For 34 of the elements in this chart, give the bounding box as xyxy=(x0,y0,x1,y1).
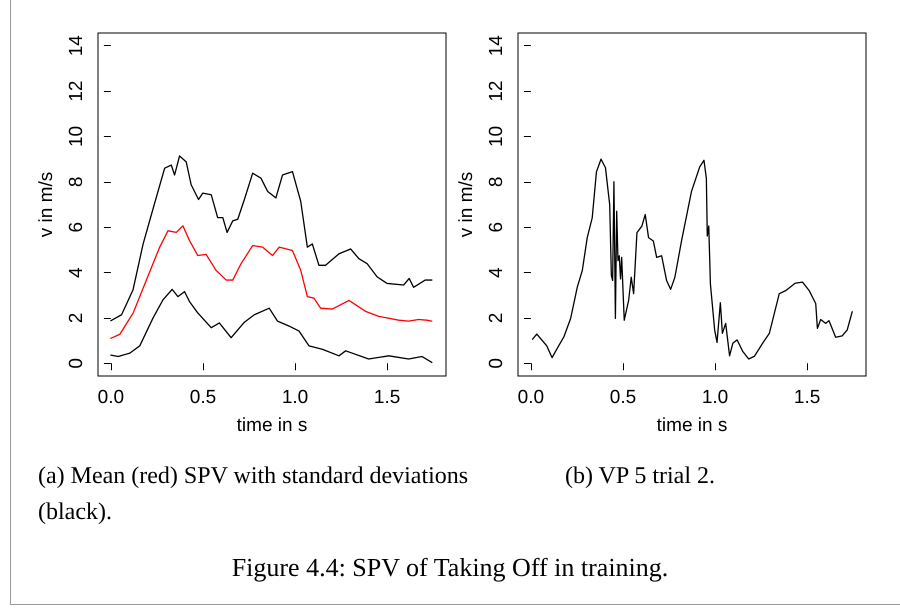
text: (b) VP 5 trial 2. xyxy=(565,462,716,491)
y-tick-label: 0 xyxy=(486,358,507,369)
line-series xyxy=(532,158,853,360)
y-axis-title: v in m/s xyxy=(36,172,57,238)
x-tick-label: 0.0 xyxy=(518,387,544,408)
x-tick-label: 0.5 xyxy=(190,387,216,408)
y-axis-title: v in m/s xyxy=(456,172,477,238)
y-tick-label: 2 xyxy=(66,312,87,324)
line-series xyxy=(110,225,432,339)
y-tick-label: 6 xyxy=(486,222,507,232)
caption: Figure 4.4: SPV of Taking Off in training. xyxy=(230,553,670,583)
y-tick-label: 6 xyxy=(66,222,87,232)
line-series xyxy=(110,288,432,364)
y-tick-label: 14 xyxy=(66,34,87,56)
y-tick-label: 10 xyxy=(486,126,507,148)
x-tick-label: 0.0 xyxy=(98,387,124,408)
x-tick-label: 1.5 xyxy=(374,387,400,408)
y-tick-label: 8 xyxy=(486,176,507,188)
x-tick-label: 0.5 xyxy=(610,387,636,408)
y-tick-label: 12 xyxy=(66,80,87,102)
x-tick-label: 1.5 xyxy=(794,387,820,408)
y-tick-label: 10 xyxy=(66,126,87,148)
x-axis-title: time in s xyxy=(236,415,308,436)
x-tick-label: 1.0 xyxy=(702,387,728,408)
x-tick-label: 1.0 xyxy=(282,387,308,408)
y-tick-label: 4 xyxy=(486,266,507,278)
y-tick-label: 12 xyxy=(486,80,507,102)
y-tick-label: 14 xyxy=(486,34,507,56)
text: (a) Mean (red) SPV with standard deviations (black). xyxy=(38,462,470,527)
y-tick-label: 4 xyxy=(66,266,87,278)
y-tick-label: 2 xyxy=(486,312,507,324)
y-tick-label: 0 xyxy=(66,358,87,369)
y-tick-label: 8 xyxy=(66,176,87,188)
x-axis-title: time in s xyxy=(656,415,728,436)
